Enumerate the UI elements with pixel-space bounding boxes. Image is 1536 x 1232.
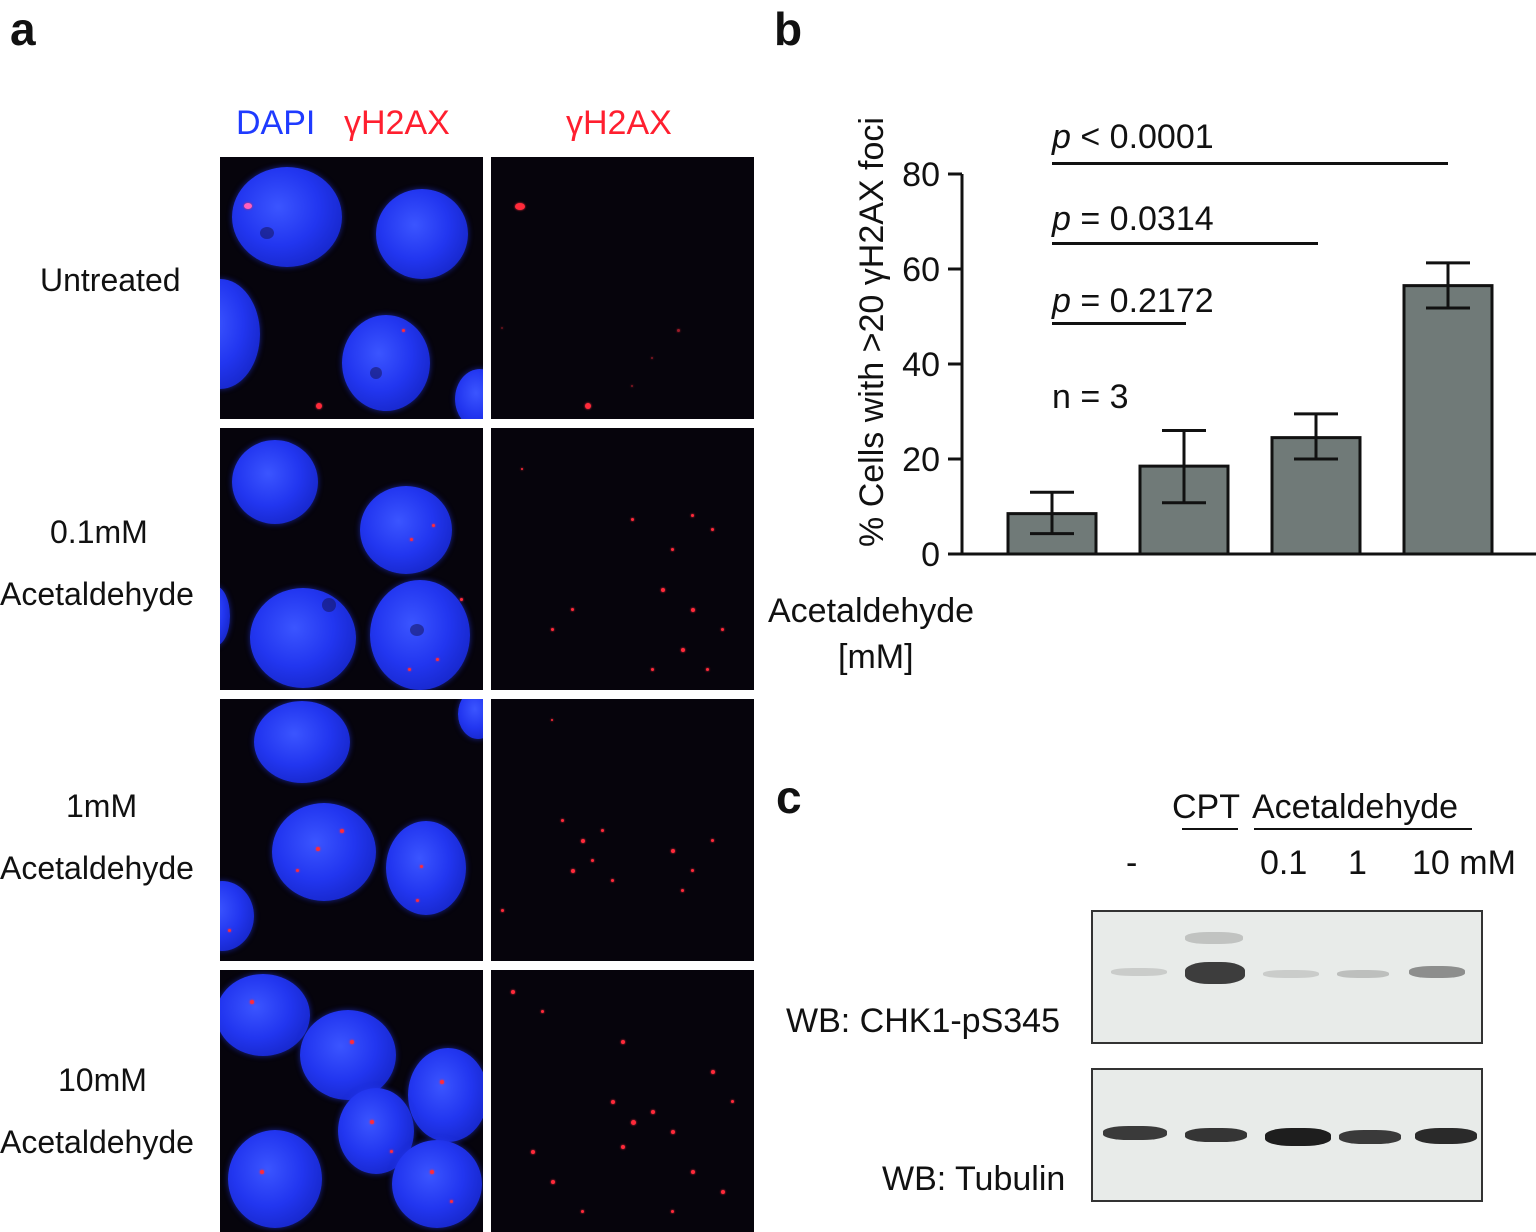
stat-label-1: p < 0.0001 bbox=[1052, 120, 1214, 154]
western-blot-tubulin bbox=[1091, 1068, 1483, 1202]
stat-line-2 bbox=[1052, 242, 1318, 245]
cpt-label: CPT bbox=[1172, 788, 1240, 826]
micrograph-0.1mM-h2ax bbox=[491, 428, 754, 690]
panel-c-letter: c bbox=[776, 771, 802, 823]
lane-label-1: 1 bbox=[1348, 844, 1367, 882]
stat-label-2: p = 0.0314 bbox=[1052, 202, 1214, 236]
lane-label-untreated: - bbox=[1126, 844, 1138, 882]
western-blot-chk1 bbox=[1091, 910, 1483, 1044]
micrograph-1mM-h2ax bbox=[491, 699, 754, 961]
chk1-band-cpt-upper bbox=[1185, 932, 1243, 944]
y-tick-label-60: 60 bbox=[902, 251, 940, 289]
stat-label-3: p = 0.2172 bbox=[1052, 284, 1214, 318]
chk1-band-untreated bbox=[1111, 968, 1167, 976]
acetaldehyde-underline bbox=[1254, 828, 1472, 830]
y-tick-label-0: 0 bbox=[921, 536, 940, 574]
stat-label-2-p: p bbox=[1052, 200, 1071, 238]
panel-b-letter: b bbox=[774, 3, 803, 55]
stat-label-3-p: p bbox=[1052, 282, 1071, 320]
lane-label-0.1: 0.1 bbox=[1260, 844, 1308, 882]
chk1-band-10 bbox=[1409, 966, 1465, 978]
x-group-label-1: Acetaldehyde bbox=[768, 592, 975, 630]
tubulin-band-1 bbox=[1339, 1130, 1401, 1144]
row-label-1mM: 1mM bbox=[66, 788, 138, 824]
micrograph-1mM-merge bbox=[220, 699, 483, 961]
tubulin-band-cpt bbox=[1185, 1128, 1247, 1142]
cpt-underline bbox=[1182, 828, 1238, 830]
row-label-0.1mM: 0.1mM bbox=[50, 514, 148, 550]
stat-label-1-value: < 0.0001 bbox=[1070, 118, 1214, 156]
tubulin-band-0.1 bbox=[1265, 1128, 1331, 1146]
stat-label-3-value: = 0.2172 bbox=[1070, 282, 1214, 320]
micrograph-untreated-merge bbox=[220, 157, 483, 419]
col-header-h2ax-merge: γH2AX bbox=[344, 104, 450, 142]
stat-line-3 bbox=[1052, 322, 1186, 325]
chk1-band-cpt bbox=[1185, 962, 1245, 984]
row-label-0.1mM-acetaldehyde: Acetaldehyde bbox=[0, 576, 194, 612]
row-label-untreated: Untreated bbox=[40, 262, 181, 298]
row-label-10mM: 10mM bbox=[58, 1062, 147, 1098]
lane-label-10mM: 10 mM bbox=[1412, 844, 1516, 882]
n-label: n = 3 bbox=[1052, 378, 1129, 416]
micrograph-0.1mM-merge bbox=[220, 428, 483, 690]
col-header-dapi: DAPI bbox=[236, 104, 316, 142]
acetaldehyde-label: Acetaldehyde bbox=[1252, 788, 1459, 826]
micrograph-untreated-h2ax bbox=[491, 157, 754, 419]
y-tick-label-40: 40 bbox=[902, 346, 940, 384]
col-header-h2ax: γH2AX bbox=[566, 104, 672, 142]
blot1-label: WB: CHK1-pS345 bbox=[786, 1002, 1060, 1040]
blot2-label: WB: Tubulin bbox=[882, 1160, 1066, 1198]
tubulin-band-10 bbox=[1415, 1128, 1477, 1144]
stat-label-2-value: = 0.0314 bbox=[1070, 200, 1214, 238]
row-label-10mM-acetaldehyde: Acetaldehyde bbox=[0, 1124, 194, 1160]
stat-line-1 bbox=[1052, 162, 1448, 165]
micrograph-10mM-merge bbox=[220, 970, 483, 1232]
y-tick-label-80: 80 bbox=[902, 156, 940, 194]
y-tick-label-20: 20 bbox=[902, 441, 940, 479]
chk1-band-0.1 bbox=[1263, 970, 1319, 978]
micrograph-10mM-h2ax bbox=[491, 970, 754, 1232]
stat-label-1-p: p bbox=[1052, 118, 1071, 156]
bar-10 bbox=[1402, 284, 1494, 556]
x-group-label-2: [mM] bbox=[838, 638, 914, 676]
y-axis-label-text: % Cells with >20 γH2AX foci bbox=[853, 117, 891, 547]
tubulin-band-untreated bbox=[1103, 1126, 1167, 1140]
row-label-1mM-acetaldehyde: Acetaldehyde bbox=[0, 850, 194, 886]
chk1-band-1 bbox=[1337, 970, 1389, 978]
panel-a-letter: a bbox=[10, 3, 36, 55]
